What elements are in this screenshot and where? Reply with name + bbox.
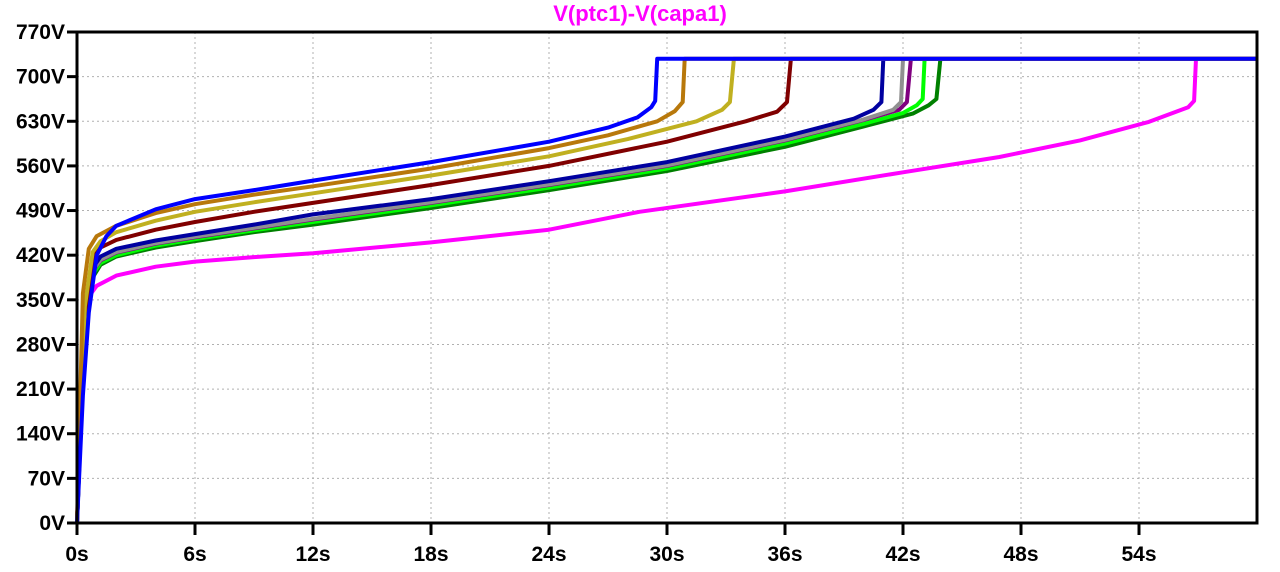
trace-blue	[75, 56, 1257, 524]
y-tick-label: 420V	[16, 244, 65, 267]
x-axis: 0s 6s 12s 18s 24s 30s 36s 42s 48s 54s	[65, 523, 1157, 566]
x-tick-label: 12s	[295, 543, 330, 566]
y-tick-label: 560V	[16, 155, 65, 178]
grid-lines	[77, 32, 1257, 523]
series-group	[75, 56, 1257, 524]
y-tick-label: 280V	[16, 333, 65, 356]
y-tick-label: 350V	[16, 289, 65, 312]
x-tick-label: 42s	[885, 543, 920, 566]
trace-olive	[75, 56, 1257, 524]
y-tick-label: 140V	[16, 423, 65, 446]
trace-navy	[75, 56, 1257, 524]
trace-light-green	[75, 56, 1257, 524]
y-tick-label: 770V	[16, 21, 65, 44]
trace-magenta	[75, 56, 1257, 524]
x-tick-label: 6s	[183, 543, 206, 566]
y-tick-label: 70V	[28, 467, 65, 490]
x-tick-label: 30s	[649, 543, 684, 566]
x-tick-label: 24s	[531, 543, 566, 566]
chart-title: V(ptc1)-V(capa1)	[553, 1, 727, 26]
y-tick-label: 630V	[16, 110, 65, 133]
x-tick-label: 0s	[65, 543, 88, 566]
x-tick-label: 54s	[1121, 543, 1156, 566]
x-tick-label: 18s	[413, 543, 448, 566]
x-tick-label: 48s	[1003, 543, 1038, 566]
y-tick-label: 490V	[16, 200, 65, 223]
y-tick-label: 0V	[39, 512, 65, 535]
y-tick-label: 700V	[16, 66, 65, 89]
y-axis: 0V 70V 140V 210V 280V 350V 420V 490V 560V 630V 700…	[16, 21, 77, 535]
x-tick-label: 36s	[767, 543, 802, 566]
y-tick-label: 210V	[16, 378, 65, 401]
trace-orange	[75, 56, 1257, 524]
